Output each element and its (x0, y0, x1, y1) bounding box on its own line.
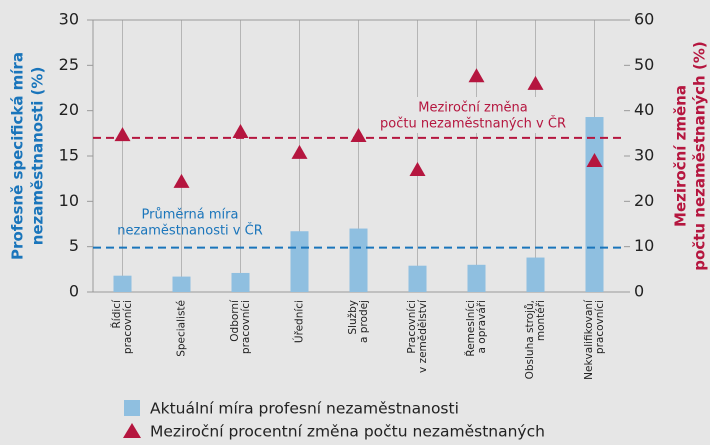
reference-label: Meziroční změna (418, 101, 527, 116)
x-tick-label: pracovníci (594, 300, 606, 354)
bar (467, 264, 486, 292)
triangle-marker (350, 128, 367, 143)
x-tick-label: pracovníci (240, 300, 252, 354)
x-tick-label: v zemědělství (417, 299, 429, 373)
y2-axis-title: Meziroční změna (672, 85, 690, 227)
reference-label: nezaměstnanosti v ČR (117, 223, 263, 239)
bar (172, 276, 191, 292)
y-tick-label: 15 (59, 146, 79, 165)
y2-tick-label: 20 (634, 191, 654, 210)
y-tick-label: 10 (59, 191, 79, 210)
bar (526, 257, 545, 292)
x-tick-label: a opraváři (476, 300, 488, 354)
reference-label: počtu nezaměstnaných v ČR (380, 116, 566, 132)
x-tick-label: Nekvalifikovaní (583, 299, 595, 380)
label-background (368, 97, 578, 133)
x-tick-label: Obsluha strojů, (524, 300, 536, 379)
triangle-marker (114, 127, 131, 142)
x-tick-label: Specialisté (176, 300, 188, 357)
bar (231, 272, 250, 292)
triangle-marker (173, 173, 190, 188)
bar (290, 231, 309, 292)
bar (585, 117, 604, 292)
x-tick-label: montéři (535, 300, 547, 341)
y2-tick-label: 40 (634, 100, 654, 119)
y-tick-label: 30 (59, 10, 79, 29)
triangle-marker (232, 123, 249, 138)
bar (349, 228, 368, 292)
x-tick-label: Pracovníci (406, 300, 418, 354)
x-tick-label: pracovníci (122, 300, 134, 354)
y-tick-label: 20 (59, 100, 79, 119)
legend-swatch (124, 400, 140, 416)
x-tick-label: Řemeslníci (464, 300, 477, 357)
x-tick-label: a prodej (358, 300, 370, 343)
y-axis-title: nezaměstnanosti (%) (29, 67, 47, 246)
y2-tick-label: 50 (634, 55, 654, 74)
triangle-marker (409, 162, 426, 177)
x-tick-label: Úředníci (293, 300, 306, 343)
y2-tick-label: 60 (634, 10, 654, 29)
triangle-marker (586, 152, 603, 167)
triangle-marker (468, 68, 485, 83)
y-tick-label: 5 (69, 236, 79, 255)
x-tick-label: Služby (347, 300, 359, 335)
x-tick-label: Odborní (229, 299, 241, 342)
x-tick-label: Řídicí (110, 299, 123, 329)
bar (408, 265, 427, 292)
legend-swatch (123, 423, 141, 438)
bar (113, 275, 132, 292)
y2-tick-label: 30 (634, 146, 654, 165)
legend-label: Meziroční procentní změna počtu nezaměst… (150, 423, 545, 441)
y-tick-label: 25 (59, 55, 79, 74)
triangle-marker (291, 144, 308, 159)
y-axis-title: Profesně specifická míra (9, 52, 27, 260)
reference-label: Průměrná míra (142, 208, 239, 223)
y-tick-label: 0 (69, 282, 79, 301)
triangle-marker (527, 75, 544, 90)
y2-tick-label: 0 (634, 282, 644, 301)
legend-label: Aktuální míra profesní nezaměstnanosti (150, 400, 459, 418)
y2-tick-label: 10 (634, 236, 654, 255)
y2-axis-title: počtu nezaměstnaných (%) (691, 41, 709, 270)
